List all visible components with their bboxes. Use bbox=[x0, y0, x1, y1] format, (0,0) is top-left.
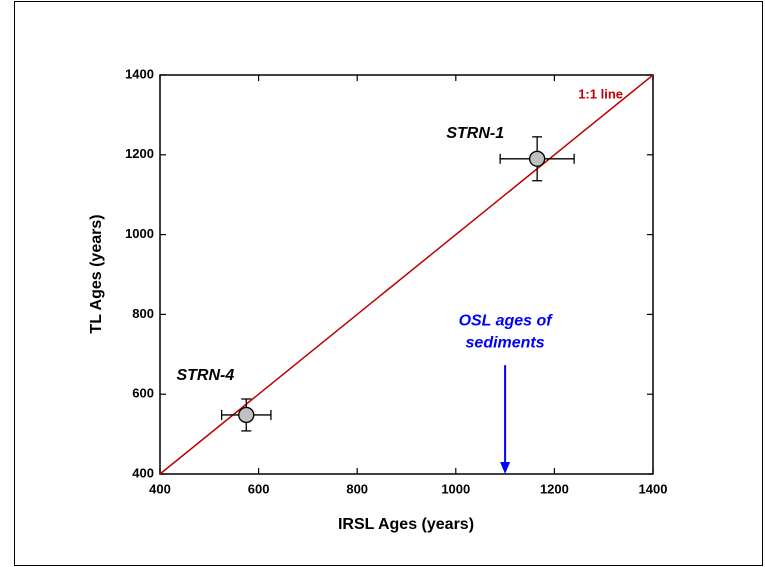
x-tick-label: 1000 bbox=[441, 481, 470, 496]
x-tick-label: 1200 bbox=[540, 481, 569, 496]
y-axis-title: TL Ages (years) bbox=[88, 214, 105, 333]
x-tick-label: 600 bbox=[248, 481, 270, 496]
x-tick-label: 1400 bbox=[639, 481, 668, 496]
annotation-text: OSL ages of bbox=[459, 312, 554, 329]
annotation-arrowhead bbox=[500, 462, 511, 474]
y-tick-label: 1400 bbox=[125, 66, 154, 81]
plot-area bbox=[159, 74, 654, 475]
x-axis-title: IRSL Ages (years) bbox=[338, 516, 474, 533]
x-tick-label: 400 bbox=[149, 481, 171, 496]
point bbox=[528, 150, 546, 167]
y-tick-label: 400 bbox=[132, 465, 154, 480]
frame bbox=[14, 1, 763, 566]
x-tick-label: 800 bbox=[346, 481, 368, 496]
reference-line bbox=[159, 74, 654, 475]
point-label: STRN-4 bbox=[176, 367, 234, 384]
annotation-text: sediments bbox=[466, 334, 545, 351]
y-tick-label: 600 bbox=[132, 386, 154, 401]
reference-line-label: 1:1 line bbox=[578, 86, 623, 101]
y-tick-label: 800 bbox=[132, 306, 154, 321]
y-tick-label: 1200 bbox=[125, 146, 154, 161]
point bbox=[238, 406, 255, 424]
point-label: STRN-1 bbox=[446, 125, 504, 142]
y-tick-label: 1000 bbox=[125, 226, 154, 241]
